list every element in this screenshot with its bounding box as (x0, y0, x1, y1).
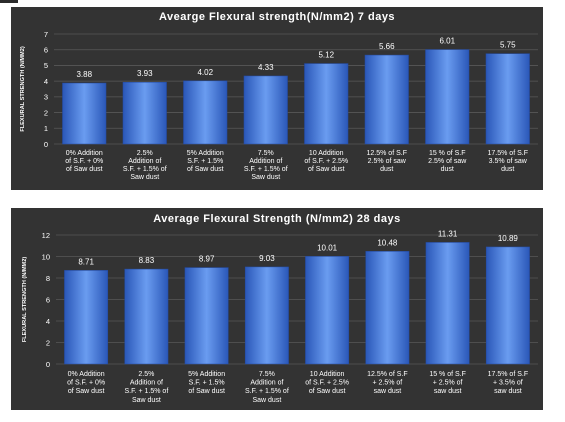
c28-data-label-6: 10.48 (377, 238, 398, 247)
c28-y-tick-4: 4 (46, 317, 50, 326)
c28-bar-8 (485, 246, 530, 365)
c28-bar-1 (64, 270, 109, 365)
c28-data-label-5: 10.01 (317, 243, 338, 252)
c28-data-label-2: 8.83 (139, 256, 155, 265)
c7-y-tick-7: 7 (44, 30, 48, 39)
c7-bar-2 (122, 81, 167, 145)
c7-x-tick-label-6: 12.5% of S.F 2.5% of saw dust (367, 150, 407, 173)
c7-x-tick-label-4: 7.5% Addition of S.F. + 1.5% of Saw dust (244, 150, 288, 181)
c7-x-tick-label-2: 2.5% Addition of S.F. + 1.5% of Saw dust (123, 150, 167, 181)
c7-y-tick-0: 0 (44, 140, 48, 149)
c28-x-tick-label-2: 2.5% Addition of S.F. + 1.5% of Saw dust (124, 371, 168, 404)
c7-data-label-3: 4.02 (197, 68, 213, 77)
c7-title: Avearge Flexural strength(N/mm2) 7 days (159, 11, 395, 23)
c7-y-tick-4: 4 (44, 77, 48, 86)
c7-y-tick-5: 5 (44, 61, 48, 70)
c7-data-label-6: 5.66 (379, 42, 395, 51)
c7-bar-5 (304, 63, 349, 145)
c28-x-tick-label-4: 7.5% Addition of S.F. + 1.5% of Saw dust (245, 371, 289, 404)
c28-x-tick-label-8: 17.5% of S.F + 3.5% of saw dust (488, 371, 528, 395)
c7-x-tick-label-5: 10 Addition of S.F. + 2.5% of Saw dust (304, 150, 348, 173)
c7-data-label-1: 3.88 (76, 70, 92, 79)
c28-y-axis-label: FLEXURAL STRENGTH (N/MM2) (22, 257, 28, 342)
c28-bar-6 (365, 251, 410, 365)
c28-y-tick-12: 12 (42, 231, 50, 240)
c28-bar-5 (305, 256, 350, 365)
page-top-fragment (0, 0, 18, 3)
c7-bar-8 (485, 53, 530, 145)
c28-y-tick-2: 2 (46, 338, 50, 347)
c28-data-label-1: 8.71 (78, 257, 94, 266)
c7-y-tick-2: 2 (44, 108, 48, 117)
c7-bar-6 (364, 54, 409, 145)
c28-x-tick-label-7: 15 % of S.F + 2.5% of saw dust (429, 371, 466, 395)
c28-data-label-3: 8.97 (199, 255, 215, 264)
c7-data-label-5: 5.12 (318, 51, 334, 60)
c7-bar-1 (62, 82, 107, 145)
c7-y-tick-1: 1 (44, 124, 48, 133)
c7-x-tick-label-1: 0% Addition of S.F. + 0% of Saw dust (65, 150, 103, 173)
c28-x-tick-label-3: 5% Addition S.F. + 1.5% of Saw dust (188, 371, 225, 395)
c7-x-tick-label-3: 5% Addition S.F. + 1.5% of Saw dust (187, 150, 224, 173)
c28-bar-2 (124, 268, 169, 365)
c28-bar-7 (425, 242, 470, 365)
c7-bar-3 (183, 80, 228, 145)
c28-x-tick-label-6: 12.5% of S.F + 2.5% of saw dust (367, 371, 407, 395)
chart-28-days-svg: Average Flexural Strength (N/mm2) 28 day… (11, 208, 543, 410)
c7-data-label-7: 6.01 (439, 37, 455, 46)
chart-7-days-svg: Avearge Flexural strength(N/mm2) 7 days F… (11, 7, 543, 190)
c7-data-label-2: 3.93 (137, 69, 153, 78)
c28-x-tick-label-5: 10 Addition of S.F. + 2.5% of Saw dust (305, 371, 349, 395)
c28-data-label-4: 9.03 (259, 254, 275, 263)
c7-data-label-4: 4.33 (258, 63, 274, 72)
c7-bar-4 (243, 75, 288, 145)
chart-28-days: Average Flexural Strength (N/mm2) 28 day… (11, 208, 543, 410)
c7-y-axis-label: FLEXURAL STRENGTH (N/MM2) (20, 46, 26, 131)
chart-7-days: Avearge Flexural strength(N/mm2) 7 days F… (11, 7, 543, 190)
c28-data-label-8: 10.89 (498, 234, 519, 243)
c28-y-tick-6: 6 (46, 295, 50, 304)
c7-bar-7 (425, 49, 470, 145)
c28-y-tick-0: 0 (46, 360, 50, 369)
c7-x-tick-label-8: 17.5% of S.F 3.5% of saw dust (488, 150, 528, 173)
c28-bar-3 (184, 267, 229, 365)
c28-y-tick-8: 8 (46, 274, 50, 283)
c28-title: Average Flexural Strength (N/mm2) 28 day… (153, 213, 401, 225)
c28-data-label-7: 11.31 (438, 229, 458, 238)
c28-x-tick-label-1: 0% Addition of S.F. + 0% of Saw dust (67, 371, 105, 395)
c28-y-tick-10: 10 (42, 252, 50, 261)
c7-y-tick-6: 6 (44, 46, 48, 55)
c7-x-tick-label-7: 15 % of S.F 2.5% of saw dust (428, 150, 467, 173)
c28-bar-4 (244, 266, 289, 365)
c7-y-tick-3: 3 (44, 93, 48, 102)
c7-data-label-8: 5.75 (500, 41, 516, 50)
